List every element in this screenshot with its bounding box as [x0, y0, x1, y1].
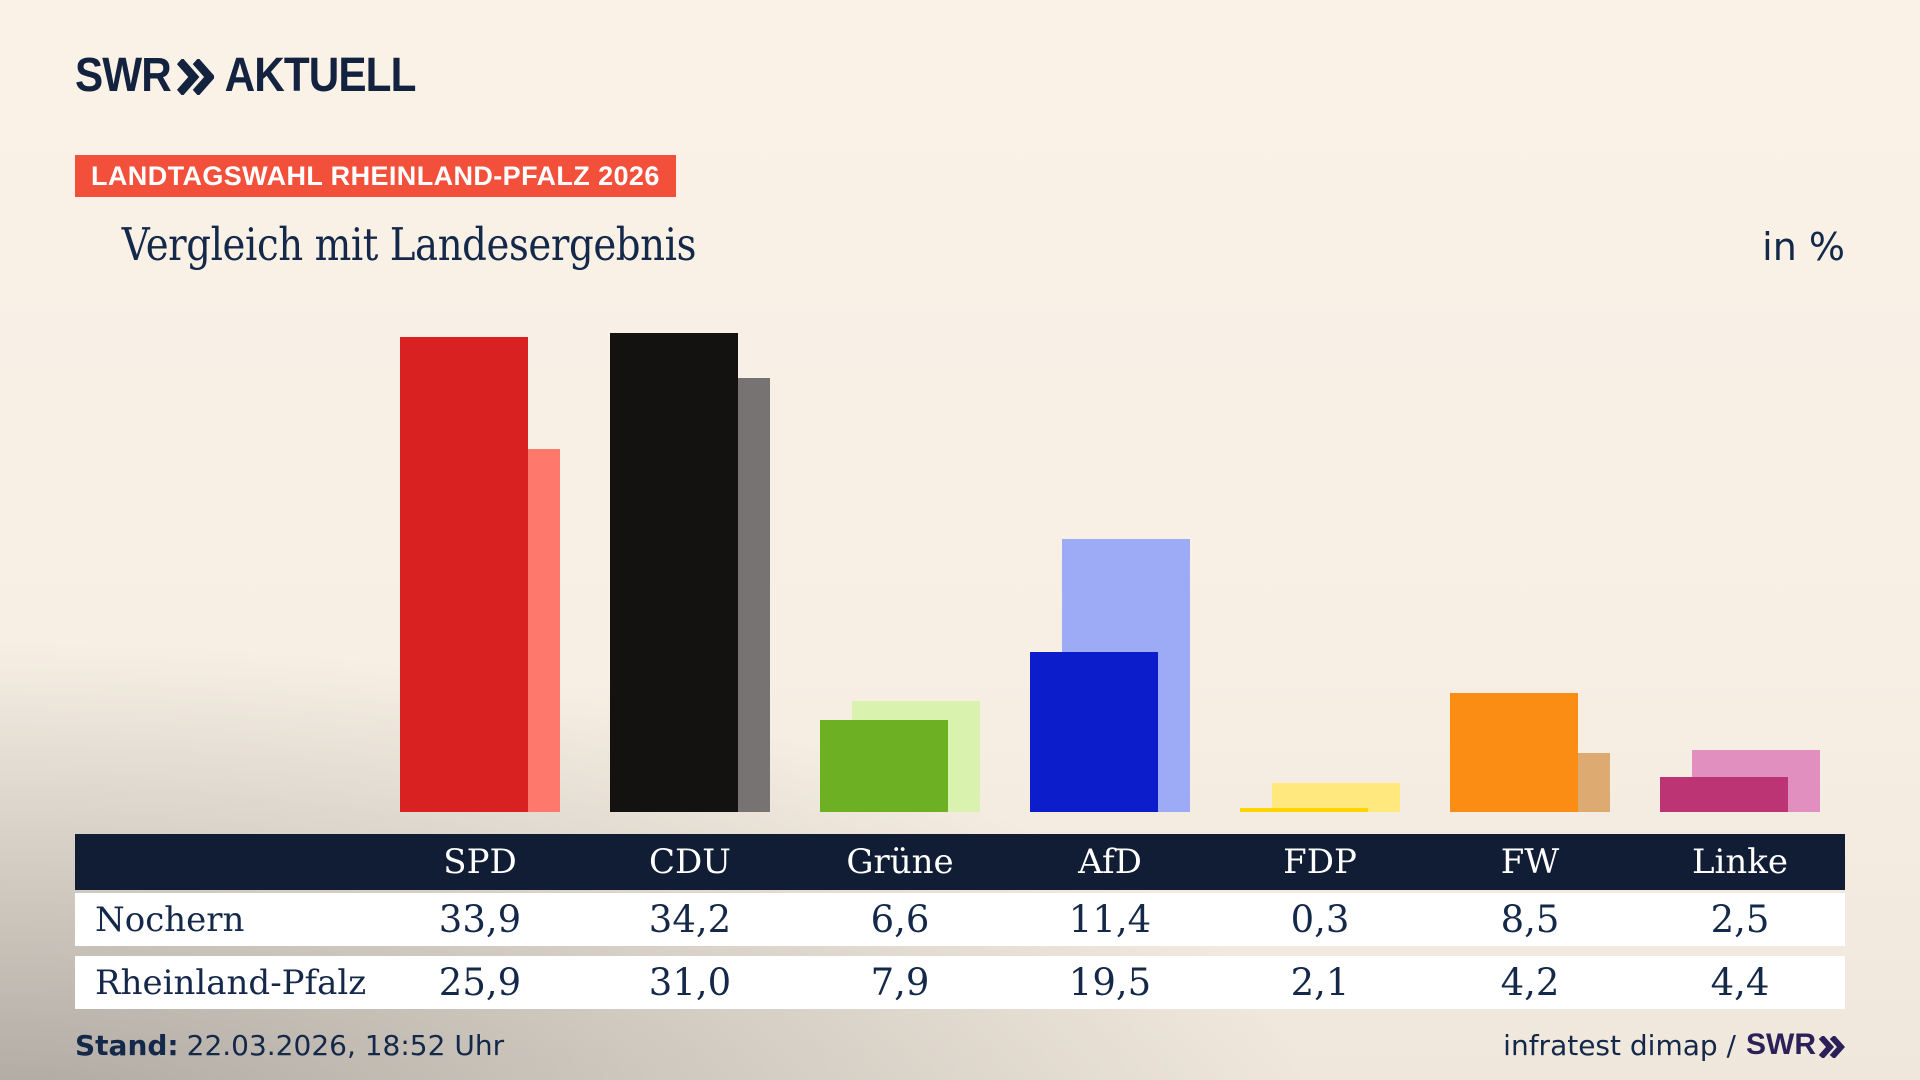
- stand-label: Stand:: [75, 1028, 179, 1062]
- chart-title: Vergleich mit Landesergebnis: [121, 218, 697, 271]
- bar-grüne-nochern: [820, 719, 948, 812]
- column-header-cdu: CDU: [649, 842, 731, 882]
- footer-row: Stand: 22.03.2026, 18:52 Uhr infratest di…: [75, 1028, 1845, 1062]
- value-spd-rheinland-pfalz: 25,9: [438, 961, 522, 1004]
- table-header-row: SPD CDU Grüne AfD FDP FW Linke: [75, 834, 1845, 890]
- source-credit: infratest dimap / SWR: [1503, 1028, 1845, 1062]
- column-header-linke: Linke: [1691, 842, 1789, 882]
- bar-fdp-nochern: [1240, 807, 1368, 812]
- table-row-nochern: Nochern 33,9 34,2 6,6 11,4 0,3 8,5 2,5: [75, 893, 1845, 946]
- value-spd-nochern: 33,9: [438, 898, 522, 941]
- column-header-fdp: FDP: [1283, 842, 1357, 882]
- bar-linke-nochern: [1660, 777, 1788, 812]
- source-text: infratest dimap /: [1503, 1028, 1736, 1062]
- election-badge: LANDTAGSWAHL RHEINLAND-PFALZ 2026: [75, 155, 676, 197]
- logo-aktuell-text: AKTUELL: [224, 49, 417, 102]
- bar-afd-nochern: [1030, 652, 1158, 812]
- value-cdu-nochern: 34,2: [648, 898, 732, 941]
- stand-timestamp: Stand: 22.03.2026, 18:52 Uhr: [75, 1029, 504, 1062]
- swr-aktuell-logo: SWR AKTUELL: [75, 52, 416, 100]
- bar-fdp-rheinland-pfalz: [1272, 782, 1400, 812]
- bar-fw-nochern: [1450, 693, 1578, 812]
- row-label: Rheinland-Pfalz: [95, 963, 367, 1003]
- logo-swr-text: SWR: [75, 49, 172, 102]
- value-fdp-rheinland-pfalz: 2,1: [1290, 961, 1350, 1004]
- unit-label: in %: [1762, 225, 1845, 269]
- value-fw-rheinland-pfalz: 4,2: [1500, 961, 1560, 1004]
- column-header-fw: FW: [1500, 842, 1560, 882]
- bar-cdu-nochern: [610, 333, 738, 812]
- results-table: SPD CDU Grüne AfD FDP FW Linke Nochern 33,9 34,2…: [75, 834, 1845, 1019]
- value-grüne-nochern: 6,6: [870, 898, 930, 941]
- value-fw-nochern: 8,5: [1500, 898, 1560, 941]
- table-row-rheinland-pfalz: Rheinland-Pfalz 25,9 31,0 7,9 19,5 2,1 4,2 4,4: [75, 956, 1845, 1009]
- value-cdu-rheinland-pfalz: 31,0: [648, 961, 732, 1004]
- value-afd-nochern: 11,4: [1068, 898, 1152, 941]
- row-label: Nochern: [95, 900, 245, 940]
- double-chevron-right-icon: [177, 59, 215, 95]
- value-linke-rheinland-pfalz: 4,4: [1710, 961, 1770, 1004]
- column-header-spd: SPD: [443, 842, 517, 882]
- double-chevron-right-icon: [1819, 1035, 1845, 1058]
- value-linke-nochern: 2,5: [1710, 898, 1770, 941]
- bar-spd-nochern: [400, 337, 528, 812]
- swr-footer-logo: SWR: [1746, 1028, 1845, 1062]
- column-header-afd: AfD: [1078, 842, 1142, 882]
- stand-value: 22.03.2026, 18:52 Uhr: [186, 1028, 505, 1062]
- title-row: Vergleich mit Landesergebnis in %: [75, 218, 1845, 271]
- table-corner-cell: [75, 834, 375, 890]
- column-header-grüne: Grüne: [846, 842, 954, 882]
- value-grüne-rheinland-pfalz: 7,9: [870, 961, 930, 1004]
- value-afd-rheinland-pfalz: 19,5: [1068, 961, 1152, 1004]
- swr-footer-logo-text: SWR: [1746, 1028, 1816, 1061]
- value-fdp-nochern: 0,3: [1290, 898, 1350, 941]
